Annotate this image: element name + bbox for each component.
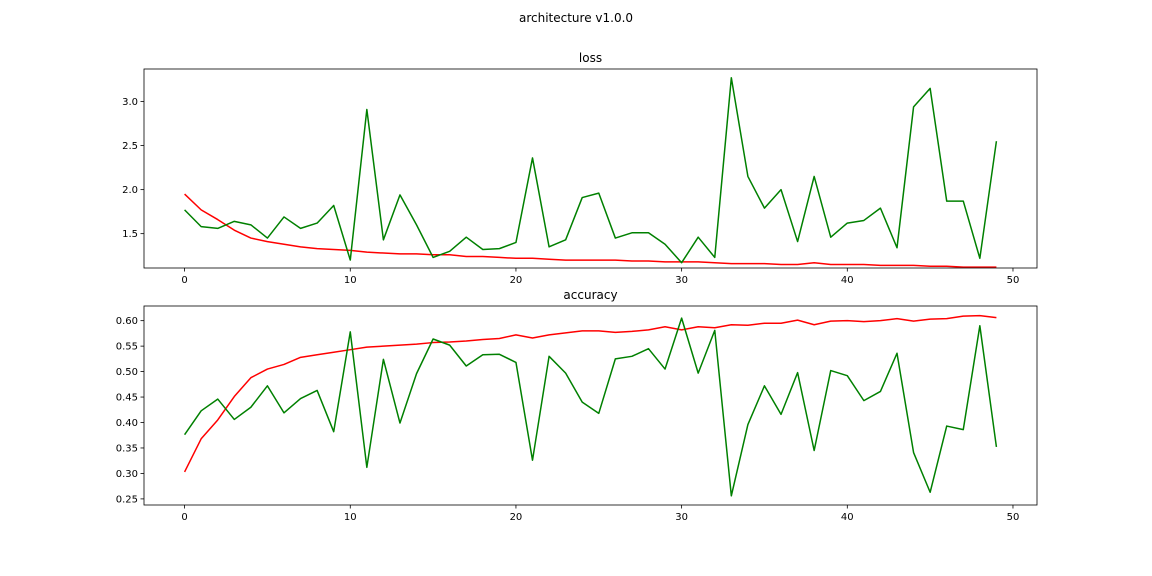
x-tick-label: 40 [841, 275, 854, 286]
subplot-accuracy: accuracy 0 10 20 30 40 50 0.25 0.30 0.35 0.40 0.45 0… [116, 288, 1038, 523]
x-tick-label: 50 [1007, 512, 1020, 523]
y-tick-label: 0.40 [116, 418, 138, 429]
series-line-0 [184, 193, 997, 268]
x-tick-label: 30 [675, 275, 688, 286]
x-tick-label: 20 [510, 512, 523, 523]
x-tick-label: 10 [344, 275, 357, 286]
x-tick-label: 40 [841, 512, 854, 523]
series-line-1 [183, 317, 998, 497]
y-tick-label: 1.5 [122, 229, 138, 240]
x-tick-label: 10 [344, 512, 357, 523]
y-tick-label: 0.30 [116, 469, 138, 480]
subplot-title: accuracy [563, 288, 617, 302]
y-tick-label: 2.0 [122, 185, 138, 196]
y-tick-label: 0.60 [116, 316, 138, 327]
x-tick-label: 30 [675, 512, 688, 523]
y-tick-label: 0.50 [116, 367, 138, 378]
x-tick-label: 20 [510, 275, 523, 286]
y-tick-label: 0.25 [116, 494, 138, 505]
y-tick-label: 0.45 [116, 393, 138, 404]
series-line-0 [183, 314, 997, 473]
x-tick-label: 50 [1007, 275, 1020, 286]
x-tick-label: 0 [181, 512, 187, 523]
axes-frame [143, 68, 1038, 269]
subplots: loss 0 10 20 30 40 50 1.5 2.0 2.5 3.0 accuracy 0 10 20… [116, 51, 1038, 523]
subplot-loss: loss 0 10 20 30 40 50 1.5 2.0 2.5 3.0 [122, 51, 1038, 286]
series-line-1 [184, 77, 998, 264]
y-tick-label: 3.0 [122, 97, 138, 108]
y-tick-label: 2.5 [122, 141, 138, 152]
x-tick-label: 0 [181, 275, 187, 286]
y-tick-label: 0.35 [116, 443, 138, 454]
subplot-title: loss [579, 51, 602, 65]
figure-title: architecture v1.0.0 [519, 11, 633, 25]
y-tick-label: 0.55 [116, 342, 138, 353]
axes-frame [143, 305, 1038, 506]
